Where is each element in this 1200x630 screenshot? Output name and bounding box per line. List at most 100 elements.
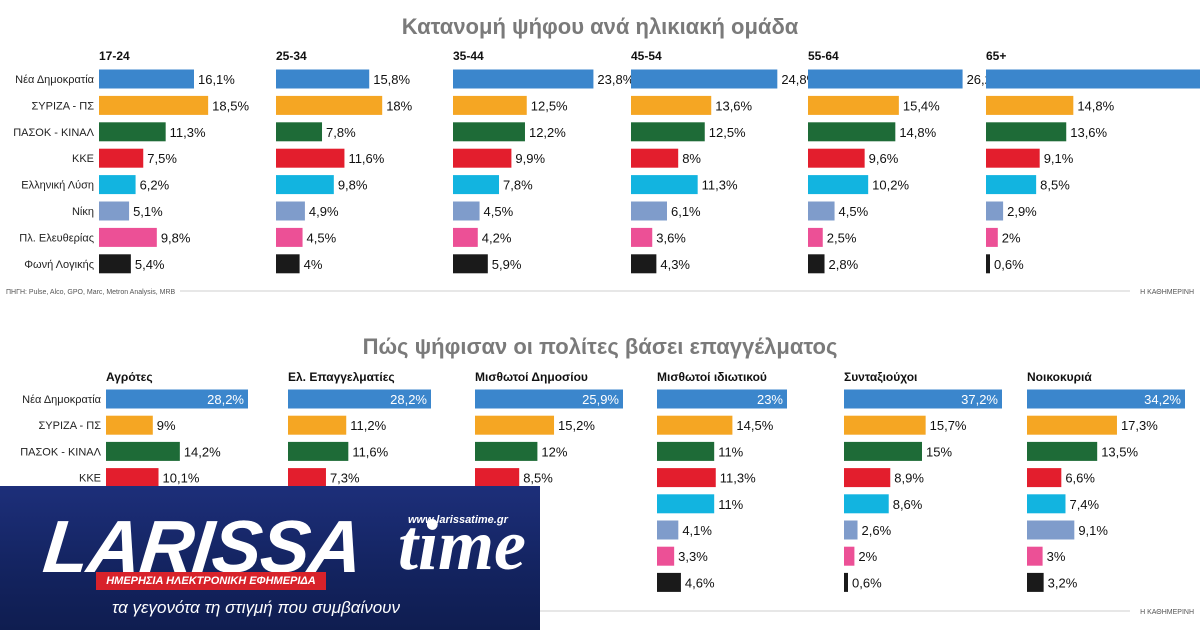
bar xyxy=(99,122,166,142)
data-label: 8,6% xyxy=(893,497,923,512)
data-label: 7,8% xyxy=(326,125,356,140)
data-label: 25,9% xyxy=(582,392,619,407)
bar xyxy=(808,201,835,221)
bar xyxy=(99,95,209,115)
data-label: 11,6% xyxy=(348,151,384,166)
bar xyxy=(657,494,715,514)
bar xyxy=(99,175,136,195)
data-label: 8% xyxy=(682,151,701,166)
data-label: 2,5% xyxy=(827,230,857,245)
bar xyxy=(276,227,303,247)
data-label: 5,9% xyxy=(492,257,522,272)
bar xyxy=(631,175,698,195)
column-header: Νοικοκυριά xyxy=(1027,370,1092,384)
column-header: 35-44 xyxy=(453,49,484,63)
data-label: 12,5% xyxy=(531,98,568,113)
bar xyxy=(844,546,855,566)
data-label: 7,5% xyxy=(147,151,177,166)
column-header: Συνταξιούχοι xyxy=(844,370,917,384)
bar xyxy=(844,468,891,488)
data-label: 9% xyxy=(157,418,176,433)
data-label: 0,6% xyxy=(852,575,882,590)
data-label: 23% xyxy=(757,392,783,407)
data-label: 18,5% xyxy=(212,98,249,113)
bar xyxy=(475,389,623,409)
data-label: 9,1% xyxy=(1044,151,1074,166)
data-label: 8,9% xyxy=(894,471,924,486)
data-label: 9,1% xyxy=(1078,523,1108,538)
data-label: 8,5% xyxy=(523,471,553,486)
bar xyxy=(99,69,194,89)
party-label: ΠΑΣΟΚ - ΚΙΝΑΛ xyxy=(20,446,101,458)
column-header: Μισθωτοί Δημοσίου xyxy=(475,370,588,384)
data-label: 3% xyxy=(1047,549,1066,564)
data-label: 2,9% xyxy=(1007,204,1037,219)
bar xyxy=(288,415,347,435)
column-header: Μισθωτοί ιδιωτικού xyxy=(657,370,767,384)
bar xyxy=(808,227,823,247)
data-label: 7,3% xyxy=(330,471,360,486)
party-label: ΚΚΕ xyxy=(79,473,101,485)
bar xyxy=(1027,520,1075,540)
bar xyxy=(844,441,922,461)
bar xyxy=(808,148,865,168)
bar xyxy=(276,122,323,142)
bar xyxy=(844,494,889,514)
data-label: 5,4% xyxy=(135,257,165,272)
column-header: Αγρότες xyxy=(106,370,153,384)
logo-tagline-band: ΗΜΕΡΗΣΙΑ ΗΛΕΚΤΡΟΝΙΚΗ ΕΦΗΜΕΡΙΔΑ xyxy=(96,572,326,590)
data-label: 28,2% xyxy=(390,392,427,407)
data-label: 11,3% xyxy=(720,471,756,486)
data-label: 2% xyxy=(858,549,877,564)
party-label: Νέα Δημοκρατία xyxy=(22,394,101,406)
bar xyxy=(631,122,705,142)
bar xyxy=(657,520,679,540)
bar xyxy=(844,389,1002,409)
bar xyxy=(453,95,527,115)
data-label: 15,8% xyxy=(373,72,410,87)
data-label: 11,2% xyxy=(350,418,386,433)
data-label: 14,5% xyxy=(736,418,773,433)
data-label: 11,3% xyxy=(702,178,738,193)
credit-note: Η ΚΑΘΗΜΕΡΙΝΗ xyxy=(1140,289,1194,296)
data-label: 2% xyxy=(1002,230,1021,245)
data-label: 0,6% xyxy=(994,257,1024,272)
bar xyxy=(288,441,349,461)
data-label: 14,2% xyxy=(184,444,221,459)
data-label: 12% xyxy=(541,444,567,459)
data-label: 13,6% xyxy=(1070,125,1107,140)
bar xyxy=(657,546,675,566)
bar xyxy=(657,415,733,435)
bar xyxy=(453,175,500,195)
data-label: 11,6% xyxy=(352,444,388,459)
bar xyxy=(986,95,1074,115)
source-note: ΠΗΓΗ: Pulse, Alco, GPO, Marc, Metron Ana… xyxy=(6,289,176,296)
data-label: 15,4% xyxy=(903,98,940,113)
data-label: 4,9% xyxy=(309,204,339,219)
data-label: 18% xyxy=(386,98,412,113)
bar xyxy=(808,95,899,115)
data-label: 6,1% xyxy=(671,204,701,219)
bar xyxy=(1027,494,1066,514)
larissatime-logo[interactable]: LARISSA time www.larissatime.gr ΗΜΕΡΗΣΙΑ… xyxy=(0,486,540,630)
data-label: 34,2% xyxy=(1144,392,1181,407)
party-label: ΠΑΣΟΚ - ΚΙΝΑΛ xyxy=(13,127,94,139)
data-label: 14,8% xyxy=(899,125,936,140)
data-label: 2,6% xyxy=(862,523,892,538)
bar xyxy=(453,201,480,221)
bar xyxy=(808,69,963,89)
data-label: 15,7% xyxy=(930,418,967,433)
chart-title: Κατανομή ψήφου ανά ηλικιακή ομάδα xyxy=(402,14,799,39)
data-label: 28,2% xyxy=(207,392,244,407)
data-label: 8,5% xyxy=(1040,178,1070,193)
data-label: 3,3% xyxy=(678,549,708,564)
bar xyxy=(986,254,990,274)
data-label: 9,9% xyxy=(515,151,545,166)
bar xyxy=(657,572,681,592)
data-label: 3,6% xyxy=(656,230,686,245)
data-label: 37,2% xyxy=(961,392,998,407)
bar xyxy=(475,468,520,488)
bar xyxy=(453,148,512,168)
data-label: 3,2% xyxy=(1048,575,1078,590)
chart-title: Πώς ψήφισαν οι πολίτες βάσει επαγγέλματο… xyxy=(363,334,838,359)
